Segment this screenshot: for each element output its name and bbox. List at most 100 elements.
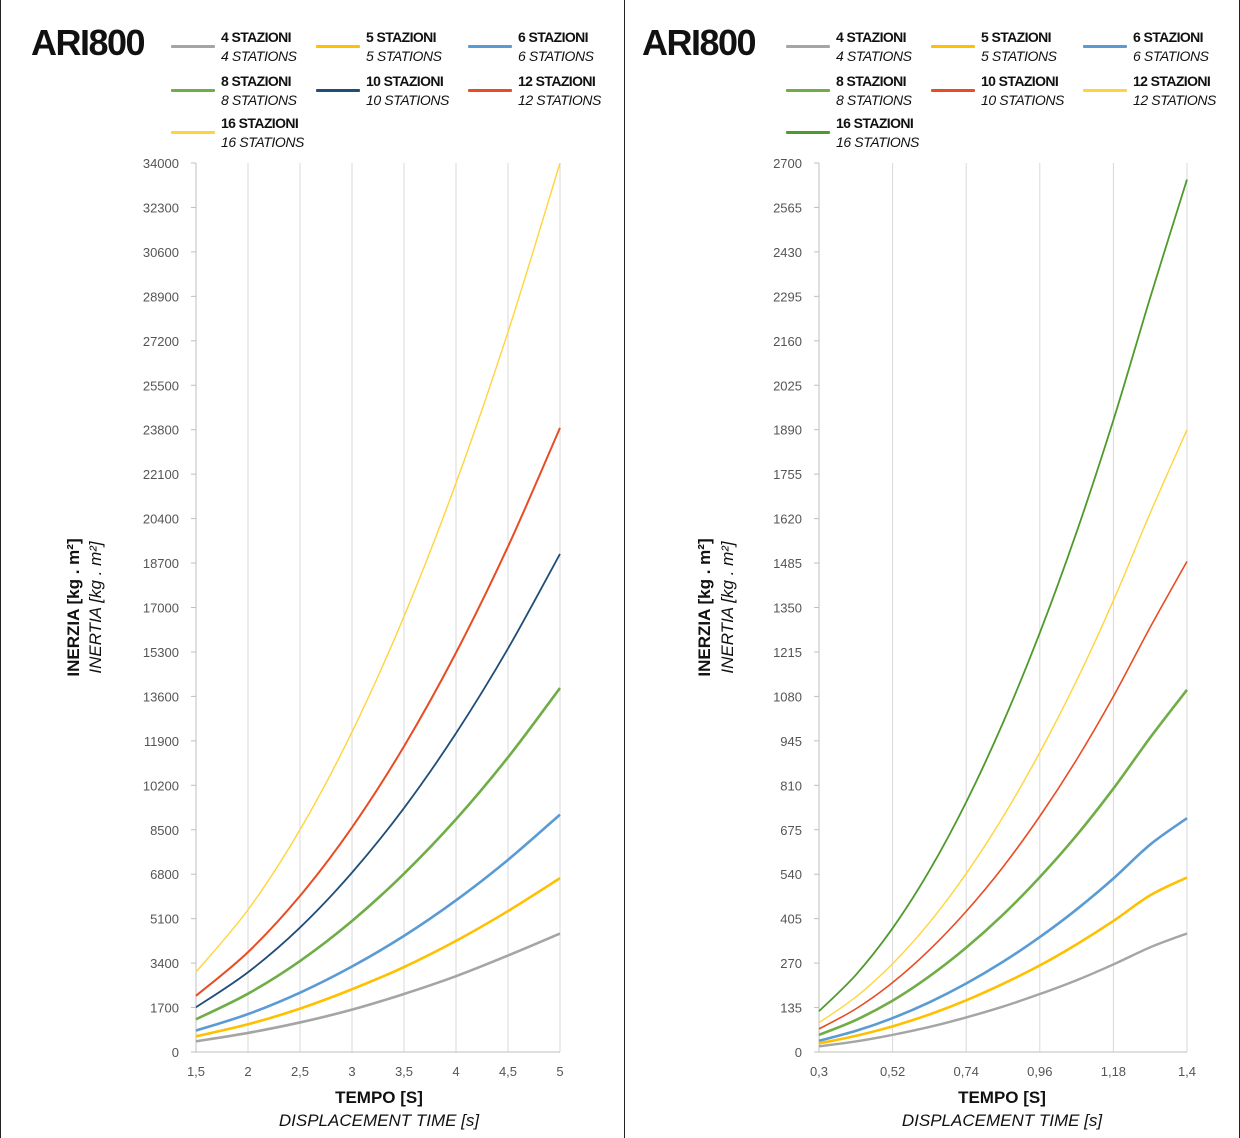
y-tick-label: 8500 bbox=[150, 823, 179, 838]
y-tick-label: 27200 bbox=[143, 334, 179, 349]
y-tick-label: 23800 bbox=[143, 423, 179, 438]
y-tick-label: 11900 bbox=[144, 734, 179, 749]
y-tick-label: 2700 bbox=[773, 156, 802, 171]
legend-item: 12 STAZIONI 12 STATIONS bbox=[1083, 72, 1240, 112]
brand-title: ARI800 bbox=[642, 22, 757, 63]
legend-label: 8 STAZIONI bbox=[221, 73, 292, 89]
series-line bbox=[195, 813, 561, 1032]
y-tick-label: 18700 bbox=[143, 556, 179, 571]
series-line bbox=[195, 687, 562, 1021]
legend-item: 8 STAZIONI 8 STATIONS bbox=[171, 72, 371, 112]
line-chart: 1,5 2 2,5 3 3,5 4 4,5 5 0 1700 3400 5100 6800 8500 102… bbox=[64, 156, 564, 1130]
legend-label: 4 STAZIONI bbox=[221, 29, 292, 45]
y-tick-label: 34000 bbox=[143, 156, 179, 171]
y-tick-label: 1215 bbox=[773, 645, 802, 660]
legend-label-en: 8 STATIONS bbox=[836, 92, 912, 108]
y-tick-label: 405 bbox=[780, 912, 802, 927]
y-tick-label: 15300 bbox=[143, 645, 179, 660]
legend-swatch bbox=[786, 89, 830, 92]
y-tick-label: 1350 bbox=[773, 601, 802, 616]
legend-label-en: 12 STATIONS bbox=[1133, 92, 1216, 108]
y-tick-label: 10200 bbox=[143, 778, 179, 793]
legend-swatch bbox=[171, 89, 215, 92]
legend-label: 8 STAZIONI bbox=[836, 73, 907, 89]
series-line bbox=[818, 429, 1188, 1024]
legend-label: 5 STAZIONI bbox=[981, 29, 1052, 45]
y-tick-label: 1080 bbox=[773, 689, 802, 704]
legend-label: 12 STAZIONI bbox=[1133, 73, 1211, 89]
y-tick-label: 25500 bbox=[143, 378, 179, 393]
y-tick-label: 5100 bbox=[150, 912, 179, 927]
x-tick-label: 3 bbox=[348, 1064, 355, 1079]
legend-swatch bbox=[468, 89, 512, 92]
y-tick-label: 6800 bbox=[150, 867, 179, 882]
legend-label-en: 12 STATIONS bbox=[518, 92, 601, 108]
y-tick-label: 2295 bbox=[773, 289, 802, 304]
legend-item: 10 STAZIONI 10 STATIONS bbox=[316, 72, 516, 112]
y-tick-label: 1485 bbox=[773, 556, 802, 571]
legend-item: 6 STAZIONI 6 STATIONS bbox=[1083, 28, 1240, 68]
legend-swatch bbox=[786, 131, 830, 134]
y-tick-label: 2160 bbox=[773, 334, 802, 349]
y-tick-label: 270 bbox=[780, 956, 802, 971]
y-axis-label: INERZIA [kg . m²] bbox=[695, 538, 714, 676]
y-tick-label: 1700 bbox=[150, 1001, 179, 1016]
legend-item: 4 STAZIONI 4 STATIONS bbox=[786, 28, 986, 68]
x-tick-label: 1,18 bbox=[1101, 1064, 1126, 1079]
y-tick-label: 540 bbox=[780, 867, 802, 882]
series-line bbox=[818, 876, 1188, 1045]
x-tick-label: 2,5 bbox=[291, 1064, 309, 1079]
x-tick-label: 0,74 bbox=[954, 1064, 979, 1079]
legend-item: 16 STAZIONI 16 STATIONS bbox=[171, 114, 371, 154]
legend-swatch bbox=[171, 131, 215, 134]
legend-label-en: 8 STATIONS bbox=[221, 92, 297, 108]
series-line bbox=[195, 877, 561, 1038]
legend-swatch bbox=[468, 45, 512, 48]
series-line bbox=[195, 932, 561, 1043]
series-line bbox=[195, 553, 561, 1009]
y-tick-label: 0 bbox=[795, 1045, 802, 1060]
legend-swatch bbox=[786, 45, 830, 48]
y-axis-label: INERZIA [kg . m²] bbox=[64, 538, 83, 676]
x-tick-label: 5 bbox=[556, 1064, 563, 1079]
legend-label-en: 16 STATIONS bbox=[836, 134, 919, 150]
legend-label: 6 STAZIONI bbox=[518, 29, 589, 45]
x-axis-label: TEMPO [S] bbox=[335, 1088, 423, 1107]
y-tick-label: 32300 bbox=[143, 200, 179, 215]
legend-label: 4 STAZIONI bbox=[836, 29, 907, 45]
y-tick-label: 2565 bbox=[773, 200, 802, 215]
y-tick-label: 2430 bbox=[773, 245, 802, 260]
y-axis-label-en: INERTIA [kg . m²] bbox=[718, 540, 737, 674]
legend-item: 5 STAZIONI 5 STATIONS bbox=[316, 28, 516, 68]
legend-swatch bbox=[931, 89, 975, 92]
legend-label-en: 5 STATIONS bbox=[981, 48, 1057, 64]
y-tick-label: 945 bbox=[780, 734, 802, 749]
y-tick-label: 22100 bbox=[143, 467, 179, 482]
series-line bbox=[195, 162, 561, 973]
y-tick-label: 30600 bbox=[143, 245, 179, 260]
series-line bbox=[818, 932, 1188, 1048]
series-line bbox=[195, 427, 561, 997]
y-tick-label: 20400 bbox=[143, 512, 179, 527]
y-tick-label: 1890 bbox=[773, 423, 802, 438]
y-tick-label: 3400 bbox=[150, 956, 179, 971]
legend-label-en: 4 STATIONS bbox=[221, 48, 297, 64]
series-line bbox=[818, 817, 1188, 1043]
legend-label-en: 5 STATIONS bbox=[366, 48, 442, 64]
y-tick-label: 28900 bbox=[143, 289, 179, 304]
x-tick-label: 4,5 bbox=[499, 1064, 517, 1079]
line-chart: 0,3 0,52 0,74 0,96 1,18 1,4 0 135 270 405 540 675 81… bbox=[695, 156, 1196, 1130]
legend-swatch bbox=[316, 89, 360, 92]
legend-item: 8 STAZIONI 8 STATIONS bbox=[786, 72, 986, 112]
y-tick-label: 0 bbox=[172, 1045, 179, 1060]
legend-label-en: 10 STATIONS bbox=[981, 92, 1064, 108]
x-axis-label-en: DISPLACEMENT TIME [s] bbox=[279, 1111, 481, 1130]
legend-label: 10 STAZIONI bbox=[366, 73, 444, 89]
series-line bbox=[818, 179, 1188, 1012]
legend-label-en: 10 STATIONS bbox=[366, 92, 449, 108]
legend-swatch bbox=[171, 45, 215, 48]
legend-label-en: 16 STATIONS bbox=[221, 134, 304, 150]
legend-label: 5 STAZIONI bbox=[366, 29, 437, 45]
legend-item: 6 STAZIONI 6 STATIONS bbox=[468, 28, 668, 68]
legend-label-en: 6 STATIONS bbox=[518, 48, 594, 64]
